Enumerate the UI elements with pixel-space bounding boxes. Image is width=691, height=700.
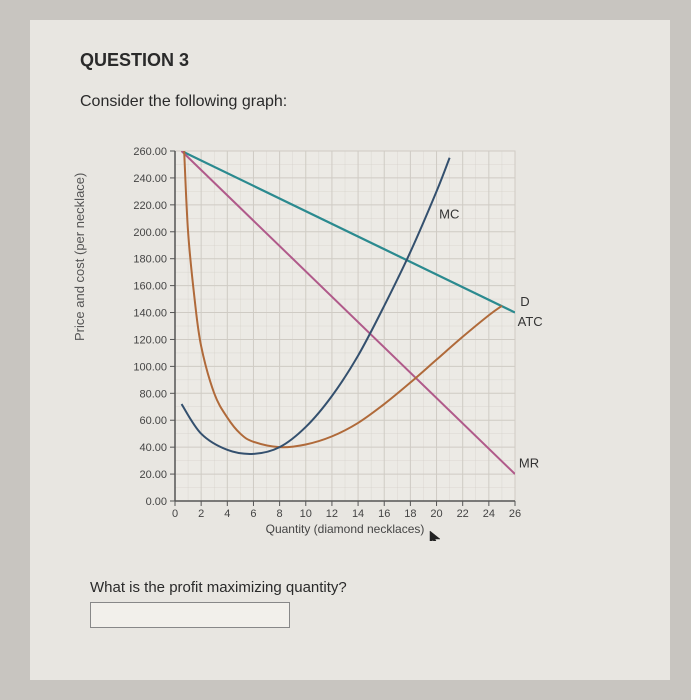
svg-text:40.00: 40.00 <box>139 442 167 454</box>
svg-text:ATC: ATC <box>518 314 543 329</box>
svg-text:MR: MR <box>519 455 539 470</box>
svg-text:120.00: 120.00 <box>133 334 167 346</box>
svg-text:26: 26 <box>509 508 521 520</box>
svg-text:24: 24 <box>483 508 495 520</box>
answer-input[interactable] <box>90 602 290 628</box>
economics-chart: Price and cost (per necklace) 0246810121… <box>90 141 610 561</box>
svg-text:4: 4 <box>224 508 230 520</box>
svg-text:22: 22 <box>457 508 469 520</box>
y-axis-label: Price and cost (per necklace) <box>72 173 87 341</box>
svg-text:12: 12 <box>326 508 338 520</box>
chart-svg: 024681012141618202224260.0020.0040.0060.… <box>120 141 590 541</box>
svg-text:16: 16 <box>378 508 390 520</box>
svg-text:180.00: 180.00 <box>133 254 167 266</box>
svg-text:100.00: 100.00 <box>133 361 167 373</box>
svg-text:D: D <box>520 294 529 309</box>
svg-text:MC: MC <box>439 206 459 221</box>
svg-text:6: 6 <box>250 508 256 520</box>
svg-text:80.00: 80.00 <box>139 388 167 400</box>
svg-text:140.00: 140.00 <box>133 308 167 320</box>
svg-text:20.00: 20.00 <box>139 469 167 481</box>
svg-text:Quantity (diamond necklaces): Quantity (diamond necklaces) <box>266 522 425 536</box>
question-prompt: Consider the following graph: <box>80 93 650 111</box>
svg-text:200.00: 200.00 <box>133 227 167 239</box>
svg-text:8: 8 <box>277 508 283 520</box>
svg-text:14: 14 <box>352 508 364 520</box>
svg-text:240.00: 240.00 <box>133 173 167 185</box>
svg-text:0.00: 0.00 <box>146 496 167 508</box>
svg-text:260.00: 260.00 <box>133 146 167 158</box>
svg-text:10: 10 <box>300 508 312 520</box>
svg-text:60.00: 60.00 <box>139 415 167 427</box>
svg-text:20: 20 <box>430 508 442 520</box>
svg-text:220.00: 220.00 <box>133 200 167 212</box>
svg-text:18: 18 <box>404 508 416 520</box>
svg-text:160.00: 160.00 <box>133 281 167 293</box>
svg-text:0: 0 <box>172 508 178 520</box>
question-page: QUESTION 3 Consider the following graph:… <box>30 20 670 680</box>
svg-text:2: 2 <box>198 508 204 520</box>
question-heading: QUESTION 3 <box>80 50 650 71</box>
sub-question: What is the profit maximizing quantity? <box>90 579 650 596</box>
